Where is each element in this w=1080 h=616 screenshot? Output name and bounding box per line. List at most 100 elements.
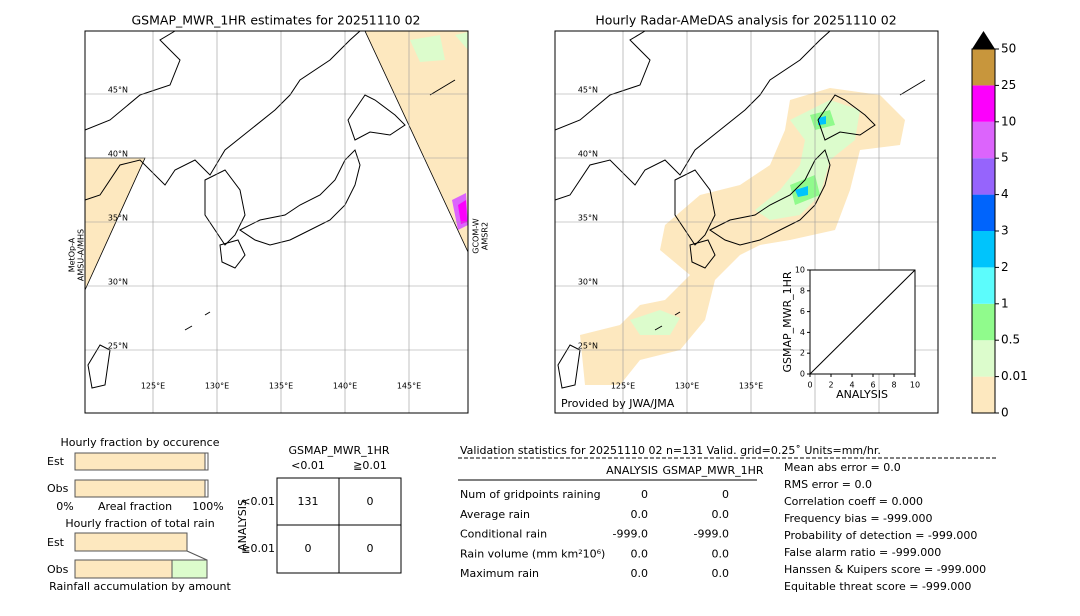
col-label: <0.01	[291, 459, 325, 472]
score: Equitable threat score = -999.000	[784, 580, 971, 593]
connector	[186, 550, 208, 561]
colorbar-bin	[972, 303, 995, 341]
row-label: Est	[47, 536, 65, 549]
lat-label: 40°N	[578, 150, 598, 159]
satellite-label: MetOp-A	[68, 237, 77, 272]
lon-label: 135°E	[269, 382, 293, 391]
colorbar-bin	[972, 49, 995, 86]
col-label: ≧0.01	[353, 459, 387, 472]
bar	[74, 452, 206, 471]
colorbar-label: 50	[1001, 42, 1016, 56]
row-label: <0.01	[241, 495, 275, 508]
colorbar-bin	[972, 340, 995, 377]
colorbar-label: 0.01	[1001, 369, 1028, 383]
right-map: Hourly Radar-AMeDAS analysis for 2025111…	[554, 13, 939, 414]
lat-label: 25°N	[578, 342, 598, 351]
score: Probability of detection = -999.000	[784, 529, 977, 542]
score: RMS error = 0.0	[784, 478, 872, 491]
bar	[74, 479, 206, 498]
colorbar-bin	[972, 267, 995, 304]
table-title: GSMAP_MWR_1HR	[288, 444, 389, 457]
rain-area	[795, 116, 826, 197]
stat-label: Conditional rain	[460, 528, 547, 541]
y-tick-label: 8	[800, 286, 805, 295]
x-axis-label: ANALYSIS	[836, 388, 888, 401]
panel-footer: Rainfall accumulation by amount	[49, 580, 231, 593]
stat-label: Num of gridpoints raining	[460, 488, 601, 501]
x-tick-label: 4	[849, 381, 854, 390]
panel-title: Hourly fraction of total rain	[65, 517, 214, 530]
lon-label: 140°E	[333, 382, 357, 391]
row-label: Est	[47, 455, 65, 468]
lon-label: 125°E	[141, 382, 165, 391]
lat-label: 35°N	[578, 214, 598, 223]
stat-value: 0	[641, 488, 648, 501]
row-label: Obs	[47, 482, 69, 495]
x-tick-label: 6	[870, 381, 875, 390]
bar	[171, 559, 208, 579]
lat-label: 25°N	[108, 342, 128, 351]
lon-label: 130°E	[205, 382, 229, 391]
x-tick-label: 2	[828, 381, 833, 390]
cell: 0	[367, 542, 374, 555]
y-tick-label: 0	[800, 370, 805, 379]
col-header: ANALYSIS	[606, 464, 658, 477]
cell: 0	[367, 495, 374, 508]
rain-area	[410, 32, 468, 62]
lat-label: 40°N	[108, 150, 128, 159]
bar	[74, 559, 173, 579]
satellite-label: GCOM-W	[472, 218, 481, 254]
contingency-table: GSMAP_MWR_1HR <0.01 ≧0.01 ANALYSIS <0.01…	[236, 444, 402, 574]
x-tick-label: 8	[891, 381, 896, 390]
satellite-label: AMSU-A/MHS	[77, 229, 86, 281]
x-tick-label: 0	[807, 381, 812, 390]
rain-area	[790, 110, 835, 205]
diagonal	[809, 269, 916, 375]
lat-label: 45°N	[578, 86, 598, 95]
colorbar-label: 4	[1001, 187, 1009, 201]
y-tick-label: 10	[795, 266, 805, 275]
axis-label: Areal fraction	[98, 500, 172, 513]
score: False alarm ratio = -999.000	[784, 546, 941, 559]
colorbar-label: 5	[1001, 151, 1009, 165]
stat-value: 0.0	[712, 508, 730, 521]
x-tick-label: 10	[910, 381, 920, 390]
stat-label: Average rain	[460, 508, 530, 521]
lat-label: 30°N	[578, 278, 598, 287]
colorbar-label: 25	[1001, 78, 1016, 92]
satellite-label: AMSR2	[481, 222, 490, 250]
colorbar-label: 0.5	[1001, 333, 1020, 347]
colorbar-label: 1	[1001, 296, 1009, 310]
bar	[74, 532, 188, 552]
map-frame	[554, 30, 939, 414]
colorbar-bin	[972, 376, 995, 413]
axis-label: 0%	[56, 500, 73, 513]
cell: 0	[305, 542, 312, 555]
score: Correlation coeff = 0.000	[784, 495, 923, 508]
stat-value: 0.0	[712, 567, 730, 580]
colorbar-bin	[972, 85, 995, 122]
colorbar-label: 3	[1001, 224, 1009, 238]
stat-value: 0.0	[631, 567, 649, 580]
score: Frequency bias = -999.000	[784, 512, 933, 525]
colorbar-bin	[972, 158, 995, 195]
fraction-panel: Hourly fraction by occurence Est Obs 0% …	[47, 436, 232, 593]
y-tick-label: 4	[800, 328, 805, 337]
colorbar: 0 0.01 0.5 1 2 3 4 5 10 25 50	[971, 31, 1028, 420]
stat-value: 0.0	[631, 547, 649, 560]
lat-label: 35°N	[108, 214, 128, 223]
axis-label: 100%	[192, 500, 223, 513]
colorbar-bin	[972, 194, 995, 231]
statistics: Validation statistics for 20251110 02 n=…	[458, 444, 996, 593]
col-header: GSMAP_MWR_1HR	[662, 464, 763, 477]
score: Hanssen & Kuipers score = -999.000	[784, 563, 986, 576]
stats-header: Validation statistics for 20251110 02 n=…	[460, 444, 881, 457]
lon-label: 130°E	[675, 382, 699, 391]
stat-value: 0	[722, 488, 729, 501]
stat-value: 0.0	[631, 508, 649, 521]
y-tick-label: 6	[800, 307, 805, 316]
colorbar-label: 2	[1001, 260, 1009, 274]
y-axis-label: GSMAP_MWR_1HR	[781, 271, 794, 372]
panel-title: Hourly fraction by occurence	[61, 436, 220, 449]
